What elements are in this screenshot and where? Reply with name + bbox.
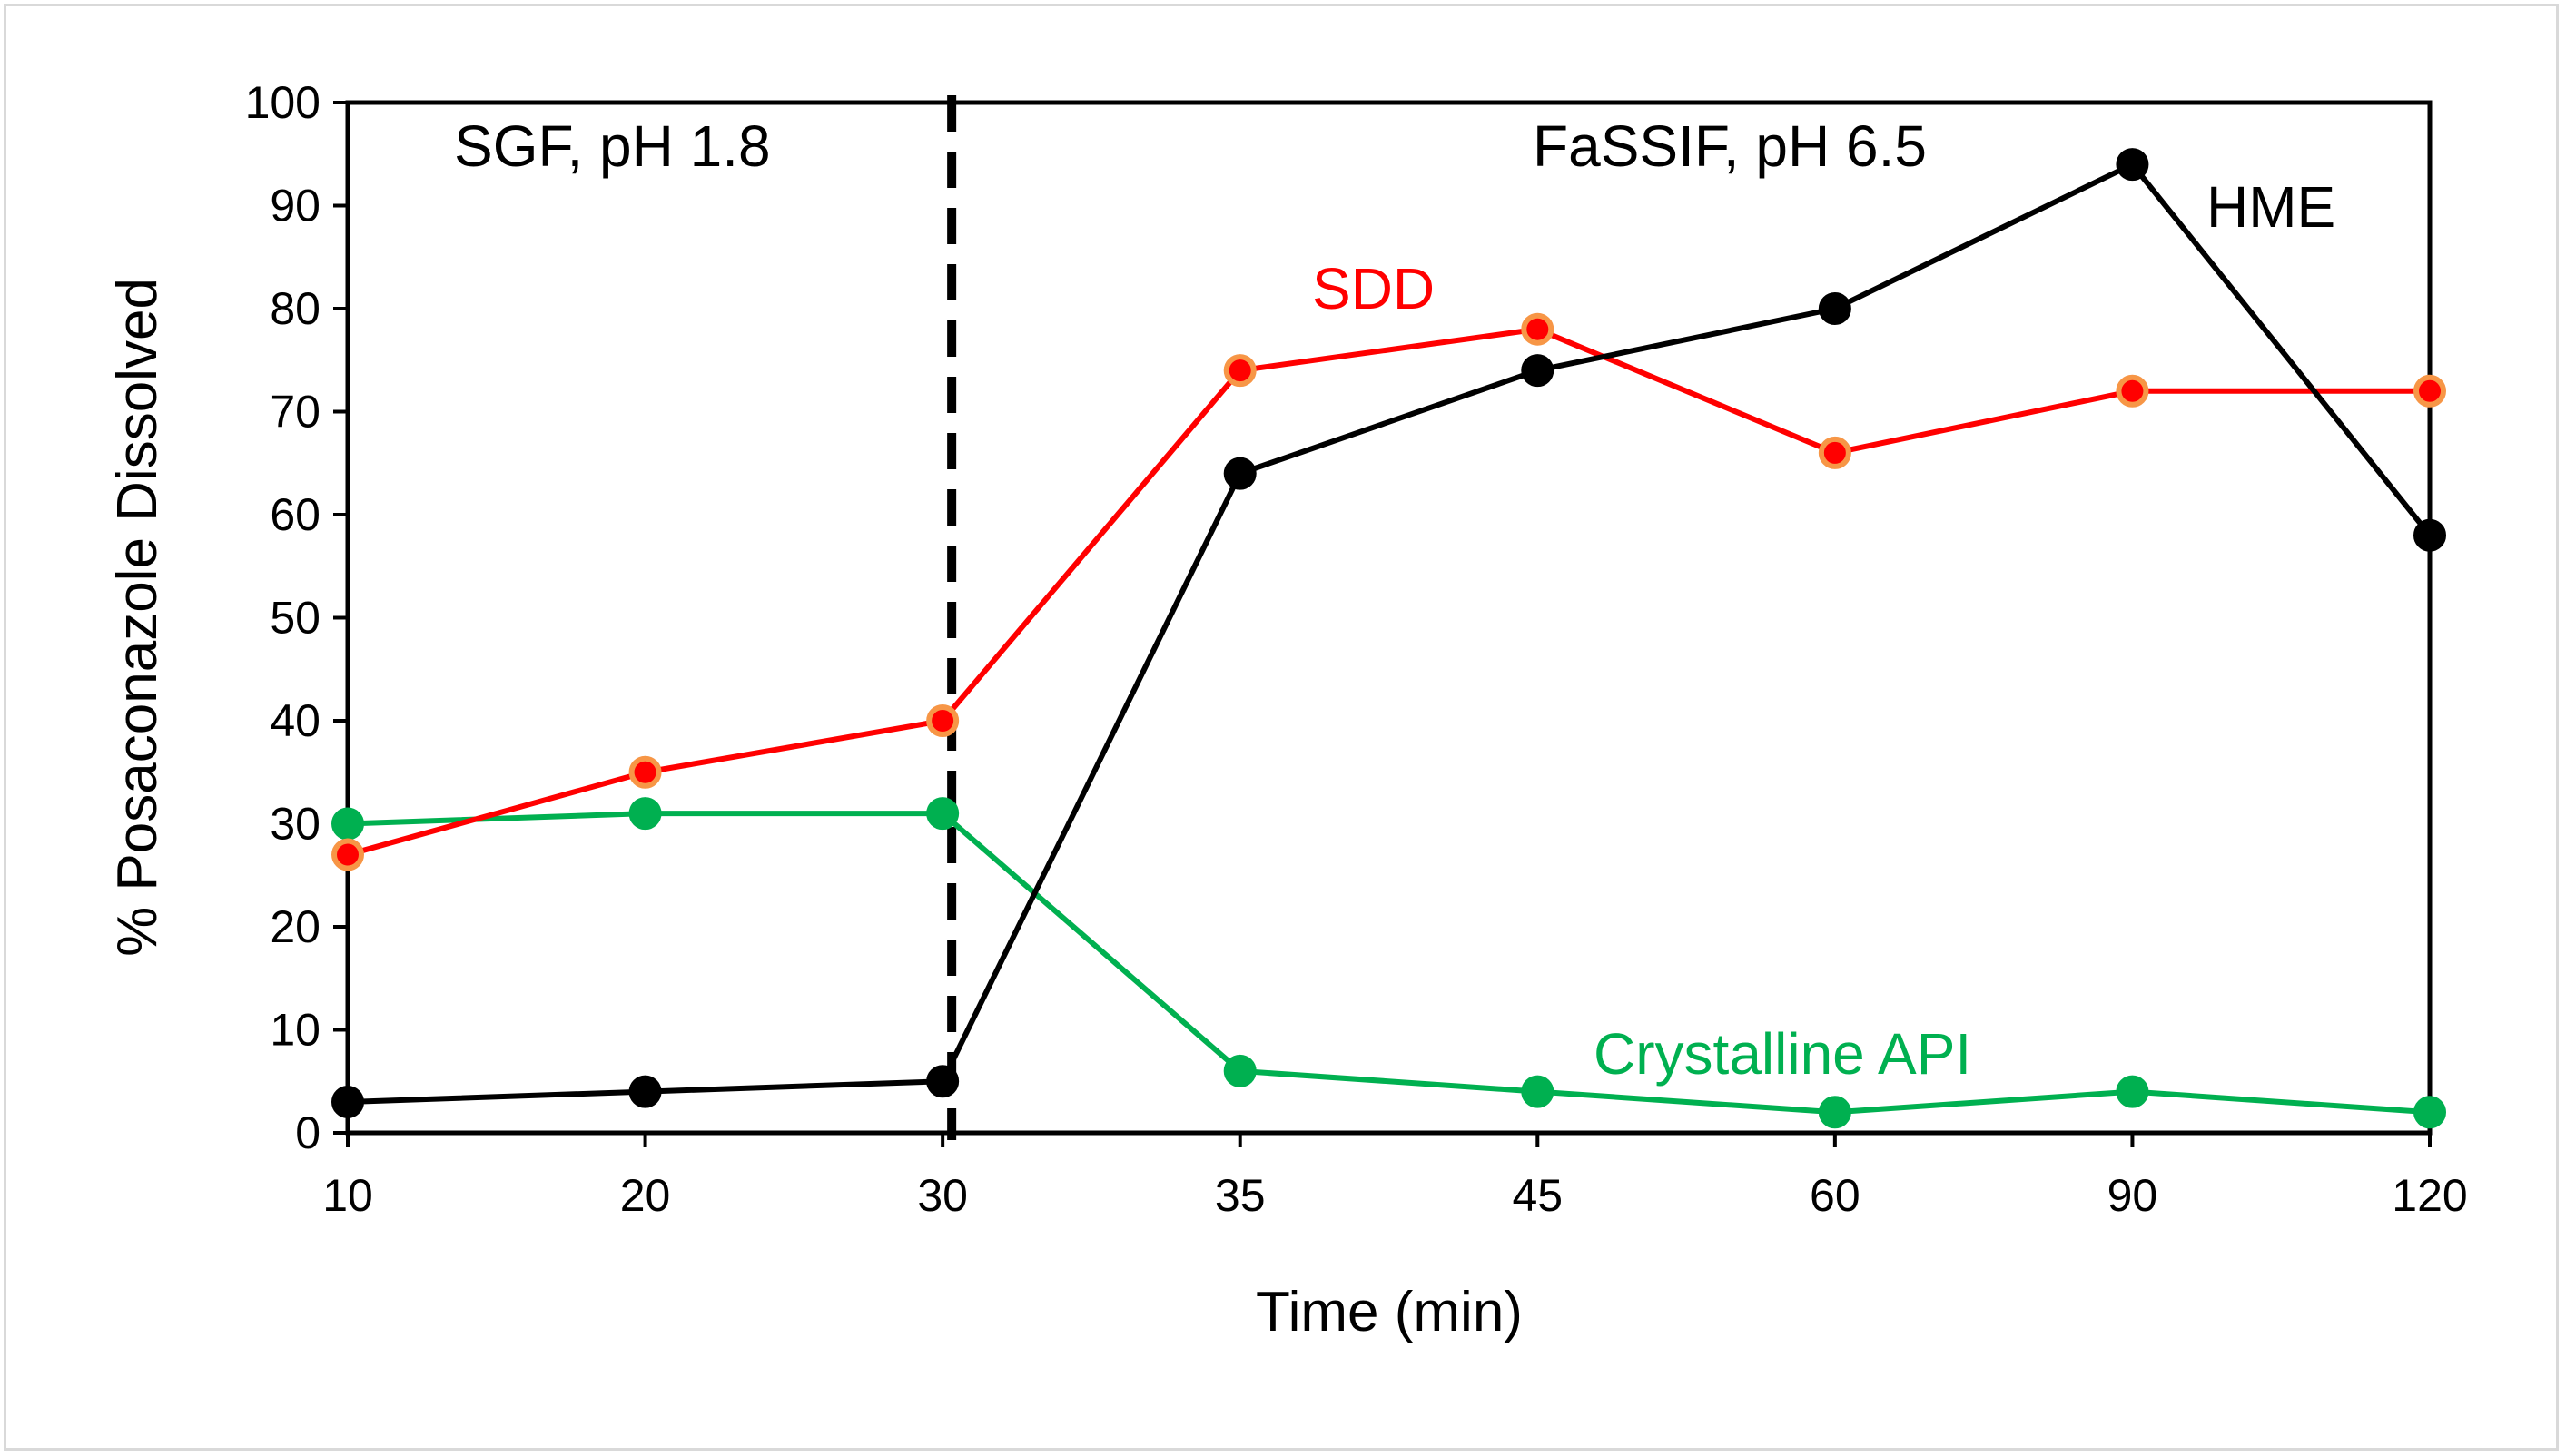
y-tick-label: 70 — [270, 387, 321, 438]
data-point-crystalline-api — [1521, 1075, 1554, 1108]
data-point-sdd — [2116, 374, 2149, 408]
data-point-sdd — [1818, 436, 1851, 469]
y-tick-label: 0 — [295, 1107, 321, 1158]
data-point-crystalline-api — [2116, 1075, 2149, 1108]
series-lines — [347, 162, 2433, 1116]
data-point-sdd — [2413, 374, 2446, 408]
y-tick-label: 40 — [270, 695, 321, 746]
plot-area — [345, 100, 2433, 1136]
x-tick-label: 20 — [620, 1170, 671, 1221]
x-axis-ticks: 10 20 30 35 45 60 90 120 — [322, 1133, 2468, 1221]
data-point-hme — [1521, 354, 1554, 388]
data-point-crystalline-api — [1818, 1096, 1851, 1129]
y-tick-label: 80 — [270, 283, 321, 334]
series-points — [331, 148, 2446, 1129]
y-axis-ticks: 0 10 20 30 40 50 60 70 80 90 100 — [245, 77, 348, 1158]
data-point-sdd — [1521, 312, 1554, 346]
data-point-hme — [2116, 148, 2149, 182]
data-point-hme — [331, 1085, 364, 1118]
x-tick-label: 30 — [917, 1170, 968, 1221]
data-point-hme — [926, 1065, 960, 1098]
data-point-hme — [628, 1075, 662, 1108]
x-axis-title: Time (min) — [1256, 1281, 1523, 1343]
x-tick-label: 90 — [2107, 1170, 2158, 1221]
x-tick-label: 35 — [1215, 1170, 1266, 1221]
x-tick-label: 45 — [1512, 1170, 1563, 1221]
data-point-crystalline-api — [331, 807, 364, 841]
y-tick-label: 10 — [270, 1005, 321, 1056]
series-line-hme — [347, 162, 2433, 1105]
right-phase-label: FaSSIF, pH 6.5 — [1533, 113, 1927, 179]
data-point-sdd — [926, 704, 960, 737]
data-point-crystalline-api — [926, 797, 960, 831]
y-tick-label: 20 — [270, 901, 321, 952]
data-point-hme — [2413, 518, 2446, 552]
data-point-sdd — [331, 838, 364, 871]
y-tick-label: 50 — [270, 593, 321, 644]
sdd-series-label: SDD — [1312, 256, 1435, 321]
crystalline-api-series-label: Crystalline API — [1594, 1021, 1971, 1087]
y-tick-label: 30 — [270, 799, 321, 850]
data-point-hme — [1223, 457, 1257, 490]
data-point-sdd — [1223, 354, 1257, 388]
left-phase-label: SGF, pH 1.8 — [454, 113, 771, 179]
x-tick-label: 10 — [322, 1170, 373, 1221]
x-tick-label: 60 — [1810, 1170, 1860, 1221]
y-tick-label: 60 — [270, 489, 321, 540]
data-point-hme — [1818, 292, 1851, 325]
y-tick-label: 100 — [245, 77, 321, 128]
data-point-crystalline-api — [2413, 1096, 2446, 1129]
series-line-crystalline-api — [347, 811, 2431, 1116]
x-tick-label: 120 — [2392, 1170, 2467, 1221]
y-tick-label: 90 — [270, 181, 321, 231]
data-point-sdd — [628, 755, 662, 789]
hme-series-label: HME — [2206, 174, 2335, 240]
y-axis-title: % Posaconazole Dissolved — [106, 278, 169, 957]
data-point-crystalline-api — [628, 797, 662, 831]
data-point-crystalline-api — [1223, 1054, 1257, 1087]
series-line-sdd — [347, 326, 2430, 858]
